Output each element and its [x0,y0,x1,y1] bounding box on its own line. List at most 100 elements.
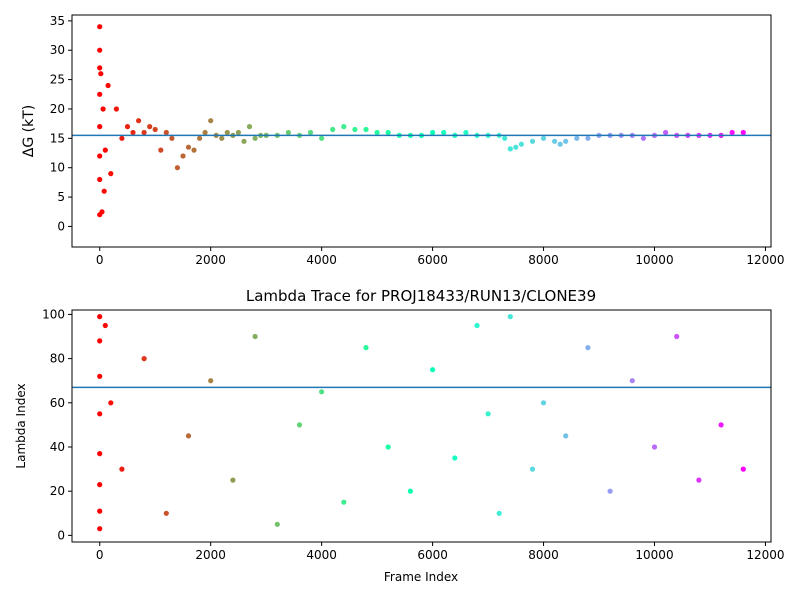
lambda-y-ticks: 0 20 40 60 80 100 [42,307,72,542]
data-point [158,147,164,153]
data-point [219,135,225,141]
delta-g-y-ticks: 0 5 10 15 20 25 30 35 [50,14,72,233]
data-point [452,455,458,461]
data-point [97,65,103,71]
data-point [224,129,230,136]
x-tick-label: 12000 [746,253,784,267]
x-tick-label: 6000 [417,253,448,267]
delta-g-x-ticks: 0 2000 4000 6000 8000 10000 12000 [96,247,785,267]
data-point [341,124,347,130]
data-point [208,378,214,384]
data-point [97,314,103,320]
data-point [319,389,325,395]
data-point [147,124,153,130]
data-point [97,47,103,53]
data-point [97,91,103,97]
data-point [97,176,103,183]
x-tick-label: 4000 [306,548,337,562]
data-point [513,144,519,150]
data-point [202,129,208,136]
data-point [136,118,142,124]
data-point [97,508,103,514]
data-point [97,451,103,457]
data-point [169,135,175,141]
x-tick-label: 8000 [528,253,559,267]
lambda-points [97,314,746,532]
data-point [729,129,735,136]
data-point [174,165,180,171]
data-point [651,444,658,450]
data-point [540,400,547,406]
y-tick-label: 40 [50,440,65,454]
data-point [674,333,680,340]
data-point [557,141,563,147]
y-tick-label: 35 [50,14,65,28]
lambda-x-ticks: 0 2000 4000 6000 8000 10000 12000 [96,542,785,562]
data-point [124,124,131,130]
x-tick-label: 0 [96,548,104,562]
data-point [99,209,105,215]
data-point [385,444,391,450]
data-point [474,322,480,329]
y-tick-label: 80 [50,352,65,366]
x-tick-label: 4000 [306,253,337,267]
data-point [119,466,125,472]
data-point [100,106,106,112]
data-point [97,526,103,532]
data-point [529,138,536,144]
lambda-plot-frame [71,309,772,543]
data-point [185,433,192,439]
data-point [296,422,303,428]
data-point [191,147,197,153]
data-point [607,488,613,494]
data-point [141,129,147,136]
data-point [330,126,336,133]
data-point [108,400,114,406]
data-point [102,147,108,153]
data-point [341,499,347,505]
delta-g-plot-frame [71,14,772,248]
data-point [241,138,247,144]
lambda-panel: Lambda Trace for PROJ18433/RUN13/CLONE39… [14,287,785,584]
x-tick-label: 6000 [417,548,448,562]
data-point [285,129,291,136]
data-point [663,129,669,136]
data-point [185,144,192,150]
data-point [97,24,103,30]
y-tick-label: 20 [50,484,65,498]
data-point [374,129,380,136]
delta-g-panel: 0 2000 4000 6000 8000 10000 12000 0 5 10 15 20 25 30… [21,14,785,267]
data-point [502,135,508,141]
lambda-x-axis-label: Frame Index [384,570,458,584]
data-point [180,153,186,159]
data-point [507,146,513,152]
data-point [97,482,103,488]
data-point [105,82,111,89]
data-point [141,356,147,362]
data-point [319,135,325,141]
data-point [307,129,314,136]
data-point [518,141,525,147]
data-point [740,466,746,472]
x-tick-label: 0 [96,253,104,267]
data-point [97,411,103,417]
delta-g-y-axis-label: ΔG (kT) [21,105,37,157]
data-point [119,135,125,141]
y-tick-label: 60 [50,396,65,410]
data-point [463,129,469,136]
data-point [385,129,391,136]
data-point [102,322,108,329]
data-point [108,171,114,177]
x-tick-label: 10000 [635,548,673,562]
data-point [130,129,136,136]
y-tick-label: 100 [42,307,65,321]
data-point [552,138,558,144]
x-tick-label: 12000 [746,548,784,562]
data-point [529,466,536,472]
data-point [352,126,358,133]
data-point [208,118,214,124]
data-point [563,433,569,439]
data-point [485,411,491,417]
data-point [101,188,107,194]
